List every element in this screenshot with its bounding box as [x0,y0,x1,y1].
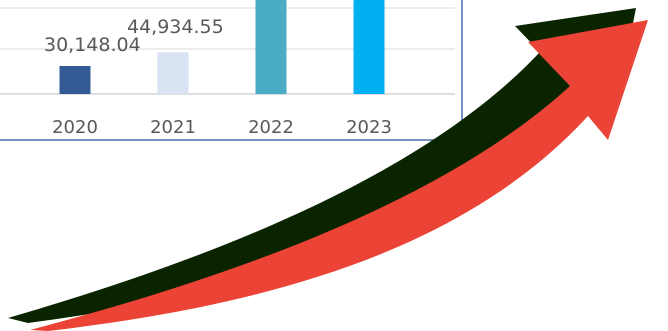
data-label: 44,934.55 [127,16,224,38]
labels-layer: 2020 30,148.04 2021 44,934.55 2022 2023 [44,16,392,138]
bar-2022 [255,0,287,94]
x-tick-label: 2020 [52,117,98,138]
data-label: 30,148.04 [44,34,141,56]
bar-2020 [59,66,91,94]
bar-2023 [353,0,385,94]
arrow-body-shape [30,20,648,331]
x-tick-label: 2023 [346,117,392,138]
bar-2021 [157,52,189,94]
up-trend-arrow-icon [8,8,648,331]
bars-layer [59,0,385,94]
x-tick-label: 2022 [248,117,294,138]
x-tick-label: 2021 [150,117,196,138]
